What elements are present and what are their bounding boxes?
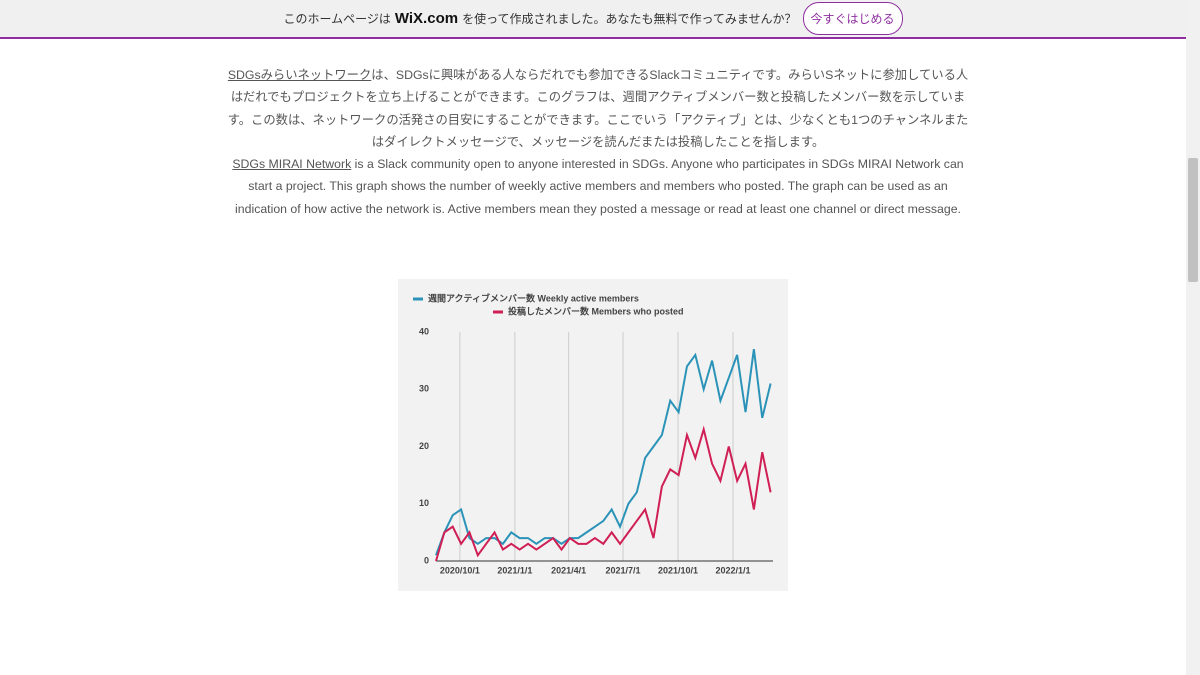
x-tick-label: 2021/4/1 [551, 565, 586, 575]
intro: SDGsみらいネットワークは、SDGsに興味がある人ならだれでも参加できるSla… [226, 64, 970, 220]
chart: 0 10 20 30 40 2020/10/1 2021/1/1 2021/4/1 2021/7… [398, 279, 788, 591]
y-tick-label: 10 [419, 498, 429, 508]
y-tick-label: 30 [419, 384, 429, 394]
scrollbar[interactable] [1186, 0, 1200, 675]
x-tick-label: 2021/1/1 [497, 565, 532, 575]
series-line [435, 425, 772, 562]
legend-label: 投稿したメンバー数 Members who posted [508, 305, 684, 316]
chart-background [398, 279, 788, 591]
series-line [435, 349, 772, 556]
link[interactable]: SDGsみらいネットワーク [227, 68, 372, 82]
banner-text: を使って作成されました。あなたも無料で作ってみませんか？ [462, 12, 797, 26]
banner-text: このホームページは [283, 12, 391, 26]
x-tick-label: 2021/10/1 [658, 565, 698, 575]
brand[interactable]: WiX.com [394, 10, 459, 27]
x-tick-label: 2021/7/1 [605, 565, 640, 575]
legend-label: 週間アクティブメンバー数 Weekly active members [428, 292, 639, 303]
y-tick-label: 40 [419, 326, 429, 336]
y-tick-label: 0 [424, 555, 429, 565]
link[interactable]: SDGs MIRAI Network [232, 157, 352, 172]
y-tick-label: 20 [419, 441, 429, 451]
paragraph: は、SDGsに興味がある人ならだれでも参加できるSlackコミュニティです。みら… [227, 68, 969, 149]
x-tick-label: 2020/10/1 [440, 565, 480, 575]
scroll-thumb[interactable] [1188, 158, 1198, 282]
x-tick-label: 2022/1/1 [715, 565, 750, 575]
wix-banner: このホームページは WiX.com を使って作成されました。あなたも無料で作って… [0, 0, 1186, 39]
start-button[interactable]: 今すぐはじめる [802, 2, 903, 35]
paragraph: is a Slack community open to anyone inte… [235, 157, 964, 216]
